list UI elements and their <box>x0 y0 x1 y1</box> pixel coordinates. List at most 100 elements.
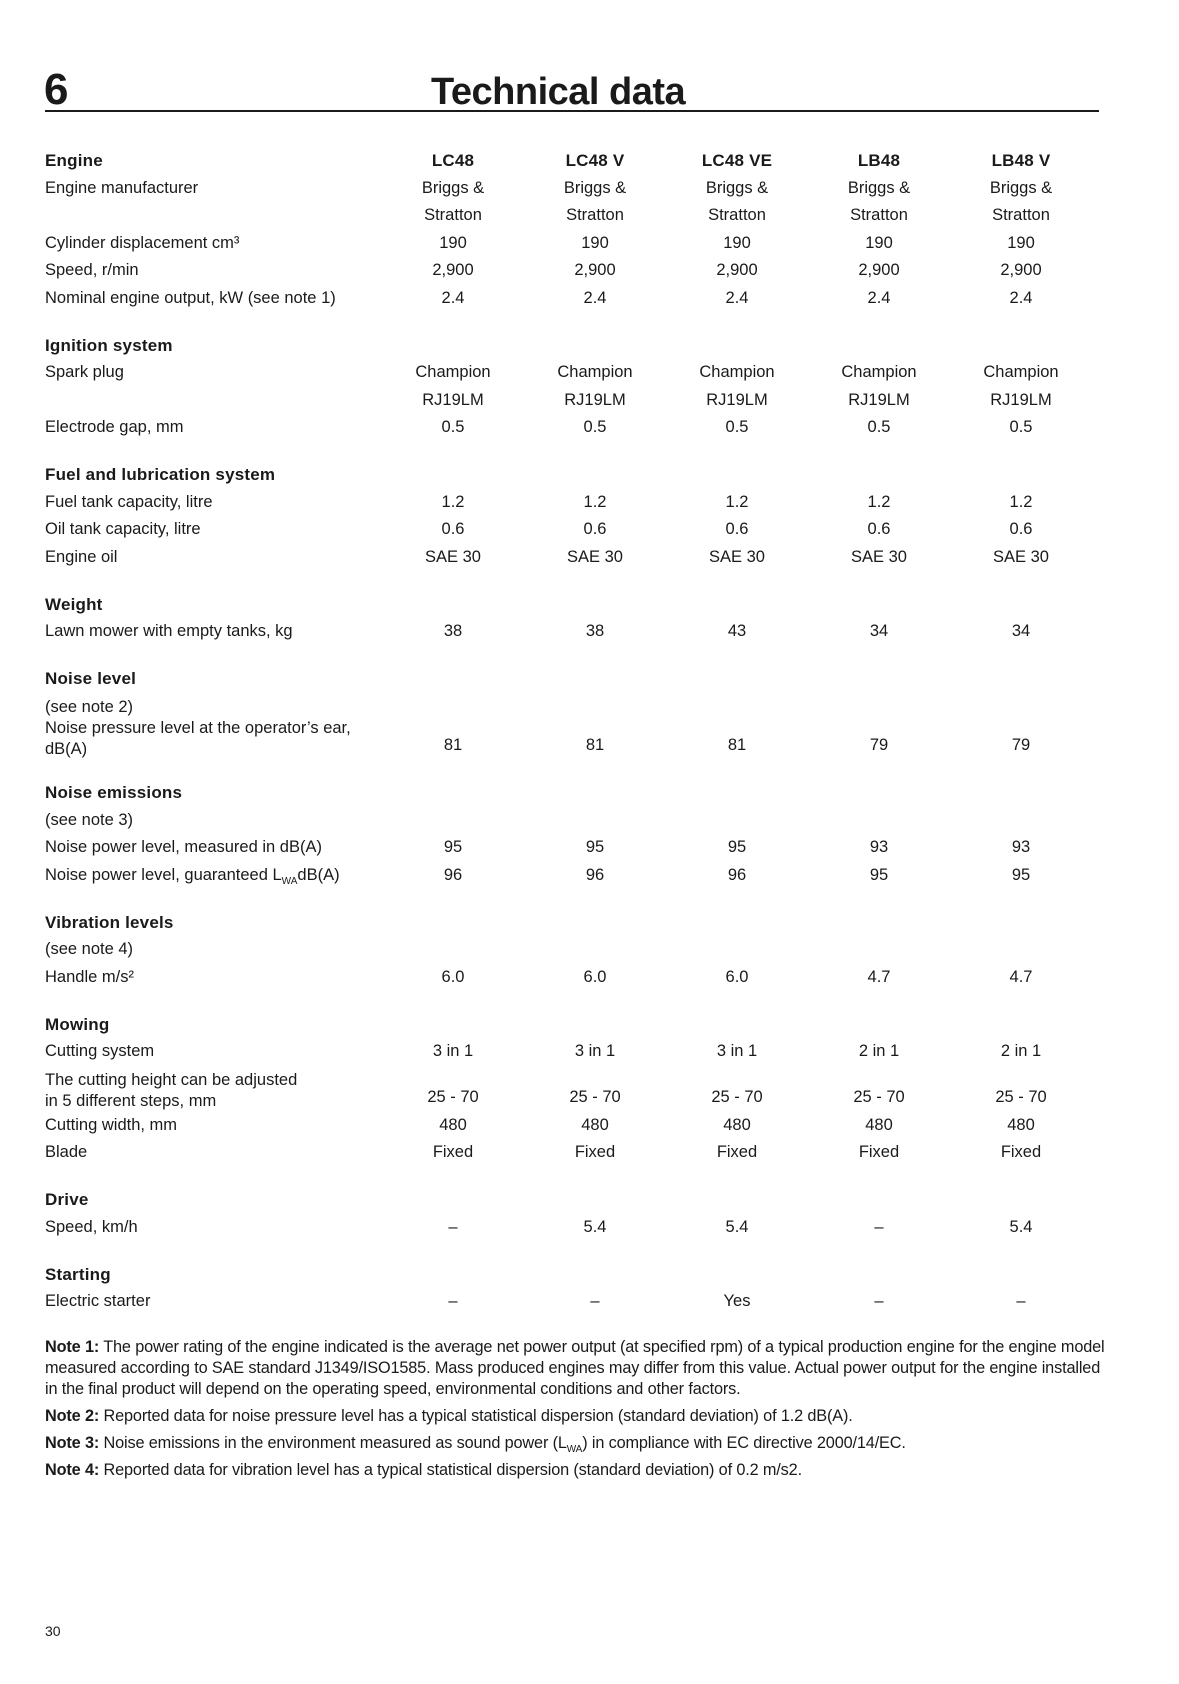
row-label: Speed, km/h <box>45 1214 381 1242</box>
row-value: – <box>448 1292 458 1310</box>
row-label: Speed, r/min <box>45 257 381 285</box>
row-label: Oil tank capacity, litre <box>45 516 381 544</box>
section-header: Fuel and lubrication system <box>45 461 1099 489</box>
note-label: Note 1: <box>45 1338 100 1356</box>
table-row: (see note 4) <box>45 936 1099 964</box>
row-label-text: Handle m/s² <box>45 967 134 986</box>
row-label-text: Lawn mower with empty tanks, kg <box>45 622 293 640</box>
row-value: Fixed <box>574 1143 616 1161</box>
row-label-text: Cutting system <box>45 1042 155 1060</box>
section-header: Weight <box>45 591 1099 619</box>
note-label: Note 2: <box>45 1407 100 1425</box>
section-header: Starting <box>45 1261 1099 1289</box>
row-value: 480 <box>723 1115 751 1134</box>
row-value: 3 in 1 <box>574 1042 616 1060</box>
row-value: 6.0 <box>441 967 465 986</box>
row-value: Briggs & Stratton <box>989 178 1053 225</box>
row-value: 2.4 <box>867 288 891 307</box>
row-value: 96 <box>585 865 605 884</box>
section-header: Noise level <box>45 665 1099 693</box>
table-row: Blade Fixed Fixed Fixed Fixed Fixed <box>45 1139 1099 1167</box>
model-header: LB48 <box>857 151 901 170</box>
table-row: Spark plug Champion RJ19LM Champion RJ19LM… <box>45 359 1099 414</box>
row-value: SAE 30 <box>993 547 1049 566</box>
row-label: Electric starter <box>45 1288 381 1316</box>
row-value: 3 in 1 <box>716 1042 758 1060</box>
table-row: Cylinder displacement cm³ 190 190 190 190 190 <box>45 230 1099 258</box>
row-value: 25 - 70 <box>711 1088 763 1106</box>
row-value: 0.5 <box>867 418 891 436</box>
row-value: Fixed <box>716 1143 758 1161</box>
section-drive: Drive Speed, km/h – 5.4 5.4 – 5.4 <box>45 1186 1099 1241</box>
row-label-text: Engine oil <box>45 547 118 566</box>
row-value: 38 <box>585 622 605 640</box>
row-label: Noise power level, measured in dB(A) <box>45 834 381 862</box>
row-value: SAE 30 <box>709 547 765 566</box>
table-row: Electrode gap, mm 0.5 0.5 0.5 0.5 0.5 <box>45 414 1099 442</box>
chapter-number: 6 <box>44 65 69 114</box>
row-value: 34 <box>869 622 889 640</box>
row-label-text: (see note 4) <box>45 940 134 958</box>
row-label: (see note 4) <box>45 936 381 964</box>
row-label: Blade <box>45 1139 381 1167</box>
row-value: Champion RJ19LM <box>557 363 633 409</box>
note-label: Note 3: <box>45 1434 100 1452</box>
row-value: 95 <box>869 865 889 884</box>
section-starting: Starting Electric starter – – Yes – – <box>45 1261 1099 1316</box>
section-header: Drive <box>45 1186 1099 1214</box>
table-row: Noise power level, guaranteed LWAdB(A) 96… <box>45 862 1099 890</box>
row-value: 95 <box>585 838 605 856</box>
row-value: Champion RJ19LM <box>983 363 1059 409</box>
row-value: 2.4 <box>1009 288 1033 307</box>
row-value: 190 <box>865 233 893 252</box>
row-label-text: (see note 3) <box>45 810 134 829</box>
row-value: – <box>874 1292 884 1310</box>
row-label: Engine manufacturer <box>45 175 381 230</box>
row-value: SAE 30 <box>425 547 481 566</box>
section-vibration-levels: Vibration levels (see note 4) Handle m/s² 6… <box>45 909 1099 992</box>
row-value: 2.4 <box>725 288 749 307</box>
row-value: 95 <box>1011 865 1031 884</box>
row-label-text: Engine manufacturer <box>45 178 199 197</box>
row-value: 5.4 <box>583 1217 607 1236</box>
row-value: 2 in 1 <box>858 1042 900 1060</box>
row-value: 2,900 <box>1000 261 1042 279</box>
section-title: Vibration levels <box>45 912 174 932</box>
row-label: Cutting width, mm <box>45 1112 381 1140</box>
row-value: – <box>590 1292 600 1310</box>
row-label-text: Oil tank capacity, litre <box>45 520 201 538</box>
row-label-text: Nominal engine output, kW (see note 1) <box>45 288 336 307</box>
section-title: Starting <box>45 1264 111 1284</box>
row-value: 1.2 <box>1009 492 1033 511</box>
note-1: Note 1: The power rating of the engine i… <box>45 1337 1105 1400</box>
note-text: Reported data for noise pressure level h… <box>103 1407 853 1425</box>
subscript: WA <box>281 875 298 887</box>
technical-data-table: Engine LC48 LC48 V LC48 VE LB48 LB48 V Engine … <box>45 147 1099 1335</box>
row-value: 1.2 <box>583 492 607 511</box>
row-value: Briggs & Stratton <box>563 178 627 225</box>
row-label: (see note 2) Noise pressure level at the… <box>45 693 381 760</box>
section-title: Ignition system <box>45 335 173 355</box>
row-value: 0.6 <box>1009 520 1033 538</box>
row-value: Fixed <box>432 1143 474 1161</box>
row-value: 5.4 <box>725 1217 749 1236</box>
row-value: 34 <box>1011 622 1031 640</box>
row-label-text: Electric starter <box>45 1292 151 1310</box>
section-header: Engine LC48 LC48 V LC48 VE LB48 LB48 V <box>45 147 1099 175</box>
row-value: 0.5 <box>1009 418 1033 436</box>
row-label: Handle m/s² <box>45 964 381 992</box>
table-row: Oil tank capacity, litre 0.6 0.6 0.6 0.6 0.6 <box>45 516 1099 544</box>
row-value: 2,900 <box>858 261 900 279</box>
row-value: SAE 30 <box>567 547 623 566</box>
note-2: Note 2: Reported data for noise pressure… <box>45 1406 1105 1427</box>
note-text: Noise emissions in the environment measu… <box>103 1434 567 1452</box>
row-value: 4.7 <box>1009 967 1033 986</box>
row-label: Nominal engine output, kW (see note 1) <box>45 285 381 313</box>
row-label: Spark plug <box>45 359 381 414</box>
row-value: 93 <box>869 838 889 856</box>
row-label-text: Electrode gap, mm <box>45 418 184 436</box>
note-text: Reported data for vibration level has a … <box>103 1461 803 1479</box>
row-label: Cutting system <box>45 1038 381 1066</box>
row-value: 6.0 <box>583 967 607 986</box>
row-value: 25 - 70 <box>427 1088 479 1106</box>
